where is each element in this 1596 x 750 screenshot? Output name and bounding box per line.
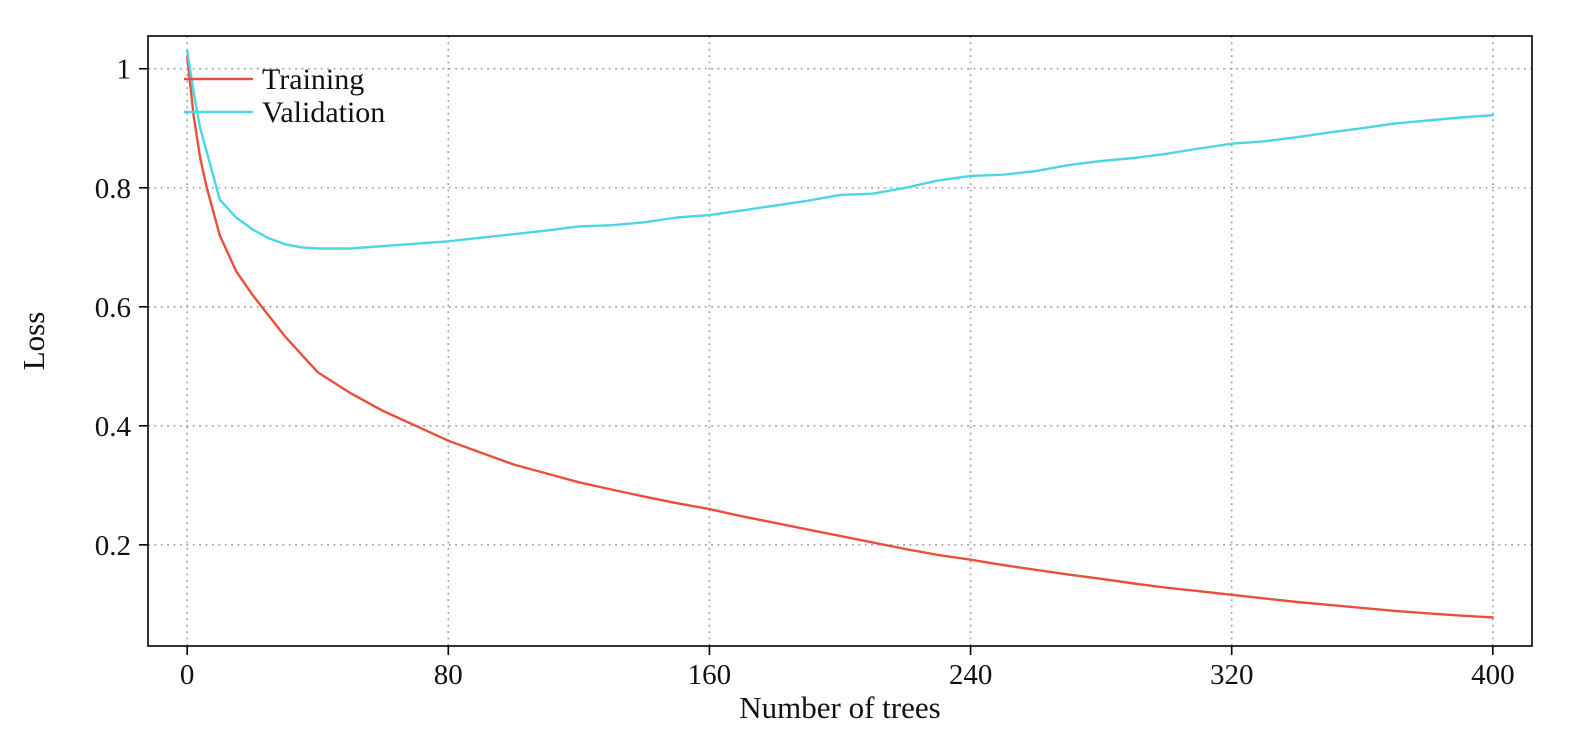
legend-label-training: Training	[262, 63, 364, 96]
validation-loss-line	[186, 49, 1494, 250]
x-tick-label: 400	[1471, 659, 1515, 691]
training-loss-line	[186, 55, 1494, 619]
y-tick-label: 1	[117, 54, 132, 86]
x-tick-label: 0	[180, 659, 195, 691]
y-tick-label: 0.4	[95, 411, 132, 443]
plot-border	[147, 35, 1533, 647]
y-tick-label: 0.8	[95, 173, 131, 205]
legend-label-validation: Validation	[262, 96, 385, 129]
x-tick-label: 160	[688, 659, 732, 691]
x-tick-label: 240	[949, 659, 993, 691]
x-tick-label: 320	[1210, 659, 1254, 691]
x-axis-title: Number of trees	[739, 690, 941, 725]
y-tick-label: 0.6	[95, 292, 131, 324]
y-axis-title: Loss	[16, 311, 51, 371]
x-tick-label: 80	[434, 659, 463, 691]
y-tick-label: 0.2	[95, 530, 131, 562]
